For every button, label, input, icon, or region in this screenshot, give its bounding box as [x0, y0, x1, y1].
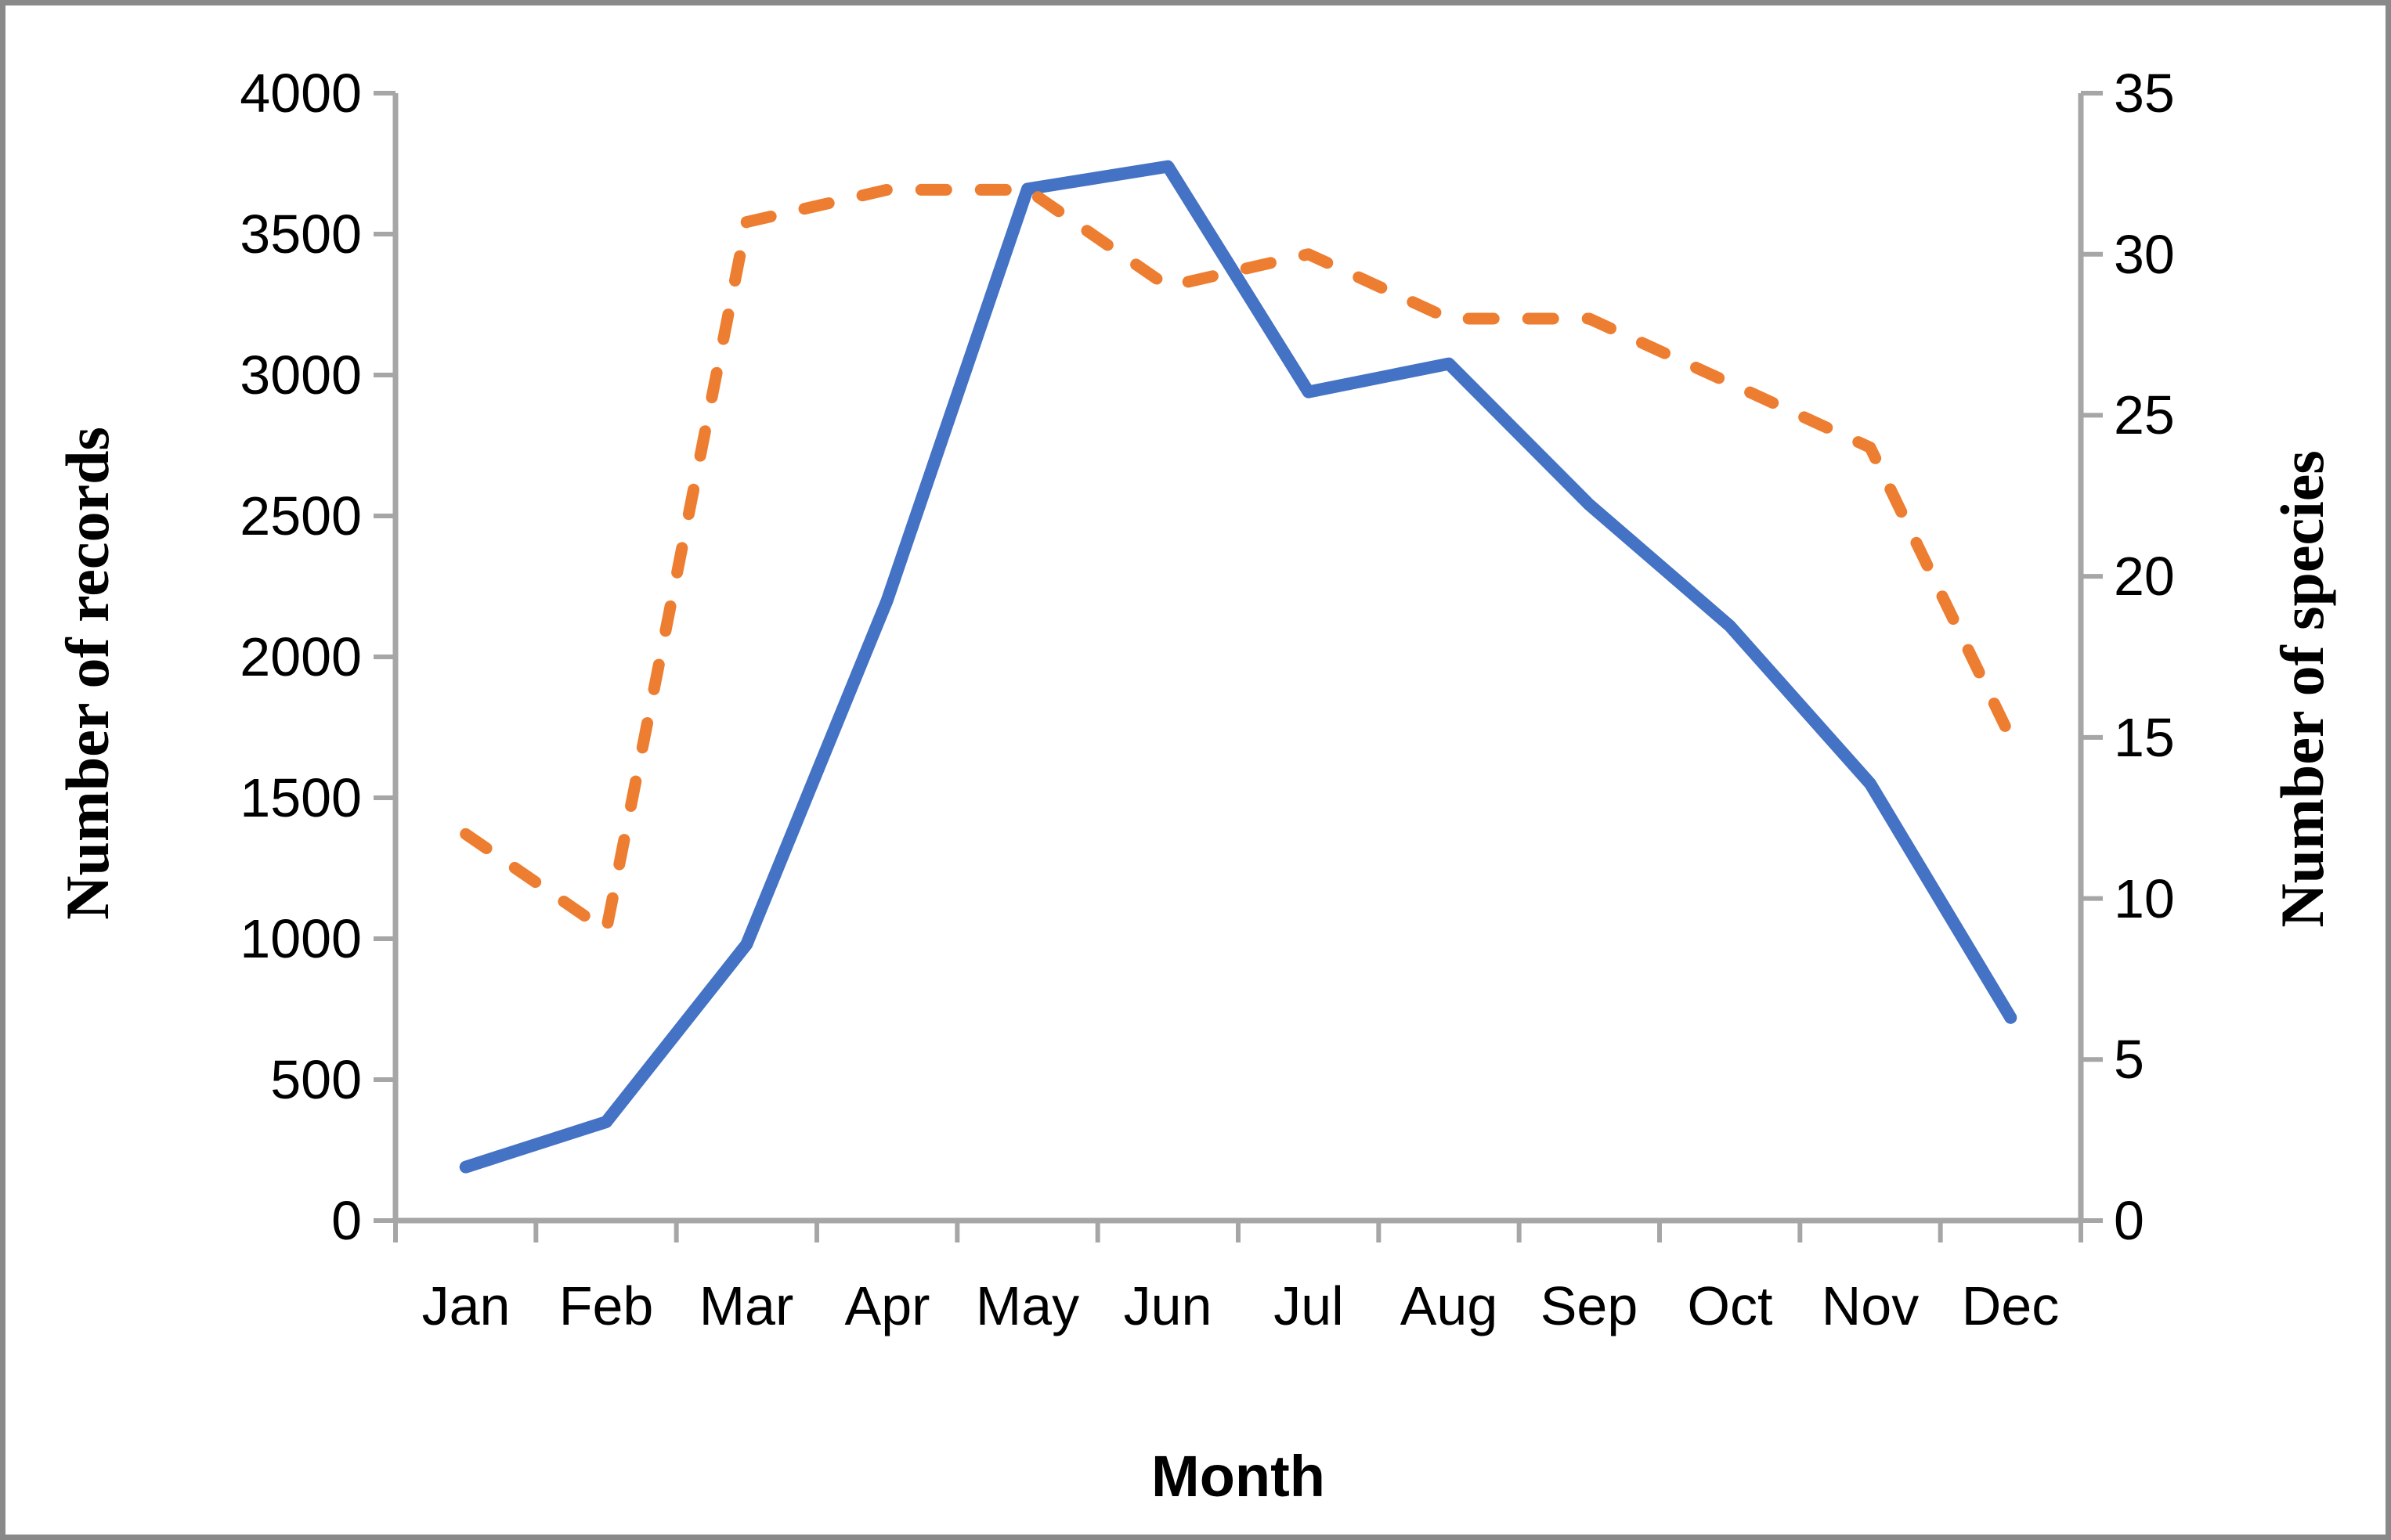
series-group [459, 160, 2017, 1174]
right-axis-title: Number of species [2268, 450, 2336, 928]
x-axis-tick-label: Mar [699, 1275, 794, 1336]
x-axis-tick-label: Dec [1961, 1275, 2060, 1336]
x-axis-tick-label: Feb [558, 1275, 654, 1336]
x-axis-tick-label: Apr [844, 1275, 930, 1336]
right-axis-tick-label: 0 [2114, 1190, 2144, 1251]
x-axis-title: Month [1151, 1444, 1325, 1509]
right-axis-tick-label: 10 [2114, 868, 2175, 929]
x-axis-tick-label: Jan [421, 1275, 511, 1336]
x-axis-tick-label: Oct [1687, 1275, 1773, 1336]
right-axis-tick-label: 20 [2114, 546, 2175, 607]
records-line [459, 160, 2017, 1174]
left-axis-tick-label: 3500 [240, 204, 362, 265]
left-axis-title: Number of records [53, 427, 121, 920]
x-axis-tick-label: Sep [1540, 1275, 1638, 1336]
x-axis-tick-label: May [975, 1275, 1080, 1336]
right-axis-tick-label: 25 [2114, 384, 2175, 445]
right-axis-tick-label: 15 [2114, 707, 2175, 768]
left-axis-tick-label: 1000 [240, 908, 362, 969]
x-axis-tick-label: Jul [1273, 1275, 1344, 1336]
axes-group [392, 93, 2084, 1224]
ticks-group [374, 91, 2103, 1242]
right-axis-tick-label: 5 [2114, 1029, 2144, 1090]
x-axis-tick-label: Aug [1400, 1275, 1498, 1336]
x-axis-tick-label: Jun [1123, 1275, 1212, 1336]
right-axis-tick-label: 35 [2114, 63, 2175, 124]
species-line [460, 183, 2017, 937]
left-axis-tick-label: 2000 [240, 626, 362, 687]
left-axis-tick-label: 500 [270, 1049, 362, 1110]
left-axis-tick-label: 0 [331, 1190, 362, 1251]
left-axis-tick-label: 4000 [240, 63, 362, 124]
right-axis-tick-label: 30 [2114, 224, 2175, 285]
left-axis-tick-label: 3000 [240, 344, 362, 406]
x-axis-tick-label: Nov [1821, 1275, 1920, 1336]
left-axis-tick-label: 1500 [240, 767, 362, 828]
left-axis-tick-label: 2500 [240, 485, 362, 546]
